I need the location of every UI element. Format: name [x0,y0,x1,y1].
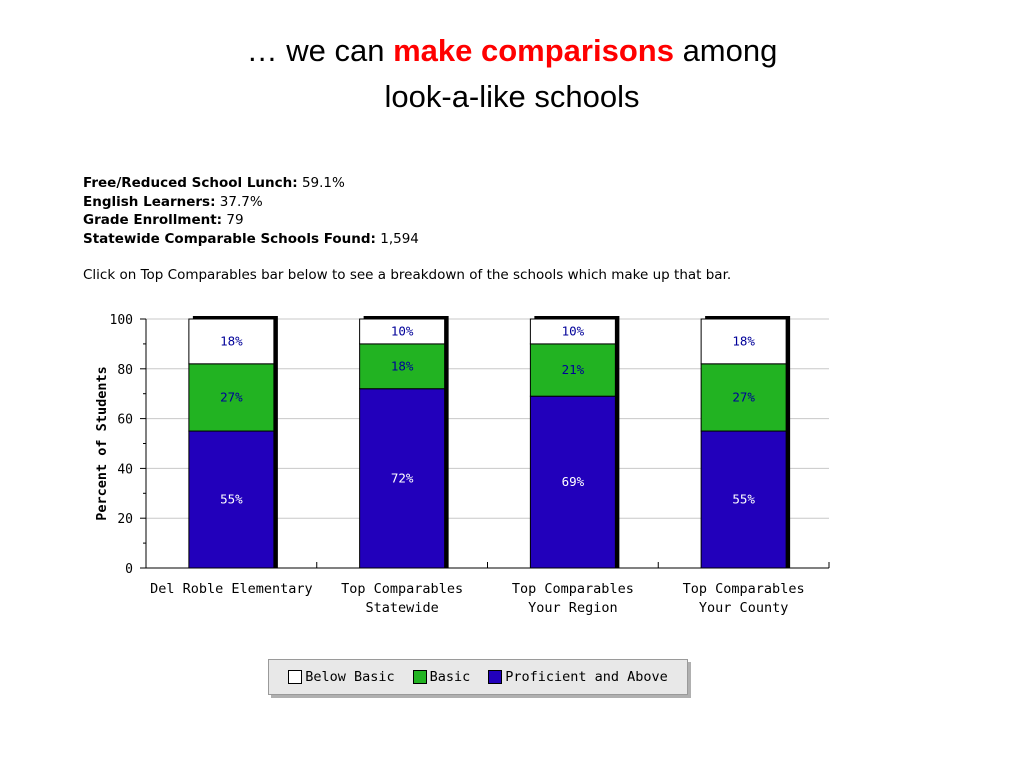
bar-segment-proficient-and-above [700,430,787,569]
stat-label: Grade Enrollment: [83,212,223,228]
x-tick-label: Your County [699,600,788,616]
bar-segment-basic [188,363,275,432]
stacked-bar-chart: 0 20 40 60 80 100 Percent of Students 55% 27% 18%… [94,313,830,616]
bar-value-label: 27% [732,389,755,404]
bar-segment-proficient-and-above [359,388,446,569]
y-tick-label: 0 [125,562,133,577]
bar-segment-basic [359,343,446,390]
title-line-2: look-a-like schools [384,79,640,114]
bar-value-label: 69% [562,474,585,489]
bar-value-label: 21% [562,362,585,377]
x-tick-label: Top Comparables [683,581,805,597]
title-emphasis: make comparisons [393,33,674,68]
stat-free-lunch: Free/Reduced School Lunch: 59.1% [83,174,419,193]
bar-segment-below-basic [359,318,446,345]
stat-english-learners: English Learners: 37.7% [83,193,419,212]
chart-legend: Below Basic Basic Proficient and Above [268,659,688,695]
bar-value-label: 18% [732,333,755,348]
stat-label: Statewide Comparable Schools Found: [83,230,376,247]
y-tick-label: 100 [110,313,133,328]
title-prefix: … we can [246,33,394,68]
instruction-text: Click on Top Comparables bar below to se… [83,267,732,283]
school-stats: Free/Reduced School Lunch: 59.1% English… [83,174,419,248]
x-tick-label: Del Roble Elementary [150,581,313,597]
bar-value-label: 27% [220,389,243,404]
x-tick-label: Statewide [366,600,439,616]
bar-segment-below-basic [529,318,616,345]
bar-value-label: 55% [220,492,243,507]
y-tick-label: 80 [117,363,133,378]
legend-swatch-below-basic [288,670,303,684]
bar-segment-below-basic [188,318,275,365]
legend-swatch-proficient [488,670,503,684]
slide-title: … we can make comparisons among look-a-l… [0,28,1024,120]
stat-value: 1,594 [380,230,419,247]
y-tick-label: 20 [117,512,133,527]
legend-item-proficient: Proficient and Above [488,669,668,685]
y-tick-label: 40 [117,462,133,477]
bar-value-label: 18% [220,333,243,348]
bar-value-label: 55% [732,492,755,507]
legend-label: Basic [429,669,471,685]
bar-segment-below-basic [700,318,787,365]
bar-segment-basic [529,343,616,397]
legend-swatch-basic [412,670,427,684]
stat-value: 59.1% [301,175,345,191]
bar-value-label: 18% [391,358,414,373]
legend-item-below-basic: Below Basic [288,669,395,685]
x-tick-label: Your Region [528,600,617,616]
y-tick-label: 60 [117,413,133,428]
legend-item-basic: Basic [412,669,471,685]
stat-label: Free/Reduced School Lunch: [83,175,298,191]
bar-segment-proficient-and-above [188,430,275,569]
x-tick-label: Top Comparables [341,581,463,597]
stat-label: English Learners: [83,193,216,210]
bar-segment-basic [700,363,787,432]
bar-segment-proficient-and-above [529,395,616,569]
bar-value-label: 72% [391,470,414,485]
x-tick-label: Top Comparables [512,581,634,597]
stat-grade-enrollment: Grade Enrollment: 79 [83,211,419,230]
legend-label: Proficient and Above [505,669,668,685]
title-line-1: … we can make comparisons among [0,28,1024,74]
stat-comparable-schools: Statewide Comparable Schools Found: 1,59… [83,230,419,249]
stat-value: 79 [226,212,244,228]
legend-label: Below Basic [305,669,395,685]
y-axis-label: Percent of Students [94,366,110,520]
bar-value-label: 10% [391,323,414,338]
title-suffix: among [673,33,778,68]
stat-value: 37.7% [219,193,263,210]
bar-value-label: 10% [562,323,585,338]
